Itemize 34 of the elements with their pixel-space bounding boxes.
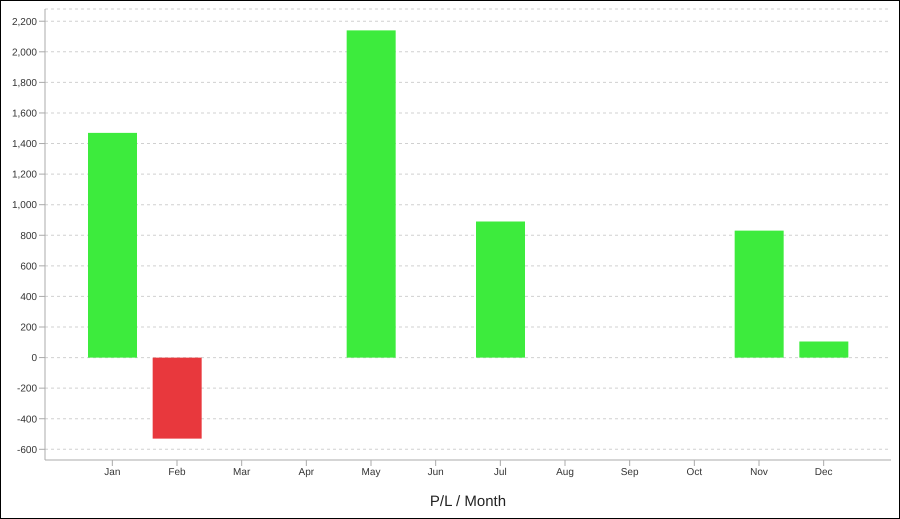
y-tick-label: 0: [31, 353, 38, 364]
x-tick-label: Jun: [428, 467, 444, 478]
x-axis-title: P/L / Month: [430, 493, 506, 510]
x-tick-label: Jul: [494, 467, 507, 478]
x-tick-label: Feb: [168, 467, 186, 478]
bar: [346, 30, 396, 358]
y-tick-label: 2,200: [12, 16, 38, 28]
y-tick-label: 200: [20, 322, 38, 334]
y-tick-label: 400: [20, 292, 38, 303]
bar: [152, 358, 202, 439]
x-tick-label: Jan: [104, 467, 120, 478]
y-tick-label: 1,600: [12, 108, 38, 120]
bar: [799, 342, 848, 358]
y-tick-label: 1,000: [12, 200, 38, 212]
x-tick-label: Dec: [814, 467, 833, 478]
y-tick-label: -200: [16, 384, 38, 395]
x-tick-label: May: [362, 467, 380, 478]
x-tick-label: Mar: [233, 467, 251, 478]
x-tick-label: Aug: [556, 467, 574, 478]
x-tick-label: Apr: [298, 467, 315, 478]
y-tick-label: -600: [16, 444, 38, 456]
y-tick-label: -400: [16, 414, 38, 426]
bar: [476, 222, 525, 358]
y-tick-label: 1,200: [12, 170, 38, 181]
x-tick-label: Oct: [686, 467, 702, 478]
y-tick-label: 1,400: [12, 139, 38, 150]
y-tick-label: 1,800: [12, 78, 38, 89]
x-tick-label: Nov: [750, 467, 768, 478]
y-tick-label: 600: [20, 261, 38, 272]
y-tick-label: 2,000: [12, 47, 38, 58]
bar: [88, 132, 137, 358]
y-tick-label: 800: [20, 230, 38, 242]
x-tick-label: Sep: [620, 467, 639, 478]
bar: [734, 230, 784, 358]
